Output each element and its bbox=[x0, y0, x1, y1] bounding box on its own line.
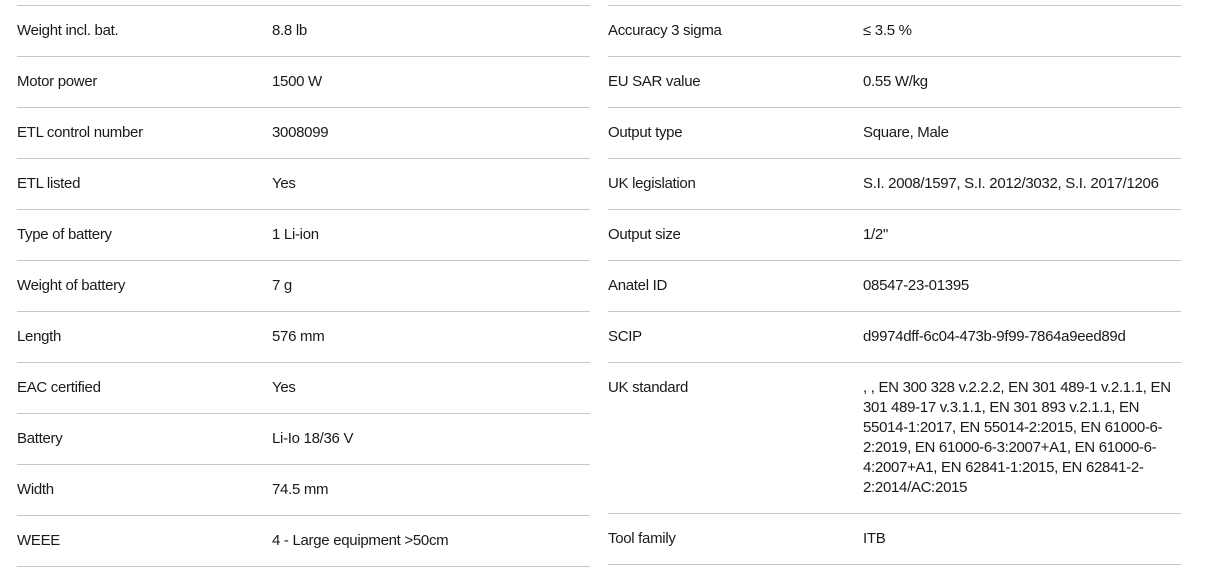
spec-row: Accuracy 3 sigma ≤ 3.5 % bbox=[608, 6, 1181, 57]
spec-label: ETL control number bbox=[17, 124, 143, 141]
spec-row: EU SAR value 0.55 W/kg bbox=[608, 57, 1181, 108]
spec-value: ITB bbox=[863, 530, 886, 547]
spec-label: Anatel ID bbox=[608, 277, 667, 294]
spec-value: 0.55 W/kg bbox=[863, 73, 928, 90]
spec-row: Motor power 1500 W bbox=[17, 57, 590, 108]
spec-row: ETL control number 3008099 bbox=[17, 108, 590, 159]
spec-row: Output size 1/2" bbox=[608, 210, 1181, 261]
spec-row: Width 74.5 mm bbox=[17, 465, 590, 516]
spec-value: 8.8 lb bbox=[272, 22, 307, 39]
spec-row: Output type Square, Male bbox=[608, 108, 1181, 159]
spec-row: Weight of battery 7 g bbox=[17, 261, 590, 312]
spec-value: Li-Io 18/36 V bbox=[272, 430, 354, 447]
spec-label: Accuracy 3 sigma bbox=[608, 22, 722, 39]
spec-value: S.I. 2008/1597, S.I. 2012/3032, S.I. 201… bbox=[863, 175, 1159, 192]
spec-value: 1/2" bbox=[863, 226, 888, 243]
spec-label: EU SAR value bbox=[608, 73, 701, 90]
spec-label: UK legislation bbox=[608, 175, 696, 192]
spec-label: Battery bbox=[17, 430, 63, 447]
spec-value: , , EN 300 328 v.2.2.2, EN 301 489-1 v.2… bbox=[863, 379, 1171, 496]
spec-row: UK legislation S.I. 2008/1597, S.I. 2012/… bbox=[608, 159, 1181, 210]
spec-row: Battery Li-Io 18/36 V bbox=[17, 414, 590, 465]
spec-label: ETL listed bbox=[17, 175, 81, 192]
spec-value: 08547-23-01395 bbox=[863, 277, 969, 294]
spec-row: Tool family ITB bbox=[608, 514, 1181, 565]
spec-value: ≤ 3.5 % bbox=[863, 22, 912, 39]
spec-row: ETL listed Yes bbox=[17, 159, 590, 210]
spec-label: Length bbox=[17, 328, 62, 345]
spec-column-left: Weight incl. bat. 8.8 lb Motor power 1500 W… bbox=[17, 5, 590, 567]
spec-value: 1 Li-ion bbox=[272, 226, 319, 243]
spec-column-right: Accuracy 3 sigma ≤ 3.5 % EU SAR value 0.55 … bbox=[608, 5, 1181, 565]
spec-row: UK standard , , EN 300 328 v.2.2.2, EN 30… bbox=[608, 363, 1181, 514]
spec-row: SCIP d9974dff-6c04-473b-9f99-7864a9eed89d bbox=[608, 312, 1181, 363]
spec-row: EAC certified Yes bbox=[17, 363, 590, 414]
spec-label: Motor power bbox=[17, 73, 98, 90]
spec-value: Square, Male bbox=[863, 124, 949, 141]
spec-row: WEEE 4 - Large equipment >50cm bbox=[17, 516, 590, 567]
spec-label: Width bbox=[17, 481, 54, 498]
spec-label: Output size bbox=[608, 226, 681, 243]
spec-value: 74.5 mm bbox=[272, 481, 329, 498]
spec-label: Weight of battery bbox=[17, 277, 126, 294]
spec-label: Output type bbox=[608, 124, 683, 141]
spec-label: Weight incl. bat. bbox=[17, 22, 119, 39]
spec-value: Yes bbox=[272, 379, 296, 396]
spec-row: Anatel ID 08547-23-01395 bbox=[608, 261, 1181, 312]
spec-row: Type of battery 1 Li-ion bbox=[17, 210, 590, 261]
spec-value: Yes bbox=[272, 175, 296, 192]
spec-label: Type of battery bbox=[17, 226, 112, 243]
spec-row: Length 576 mm bbox=[17, 312, 590, 363]
spec-value: 576 mm bbox=[272, 328, 325, 345]
spec-value: 4 - Large equipment >50cm bbox=[272, 532, 449, 549]
spec-label: WEEE bbox=[17, 532, 60, 549]
spec-label: UK standard bbox=[608, 379, 689, 396]
spec-value: 7 g bbox=[272, 277, 292, 294]
spec-value: d9974dff-6c04-473b-9f99-7864a9eed89d bbox=[863, 328, 1126, 345]
spec-value: 3008099 bbox=[272, 124, 329, 141]
spec-label: Tool family bbox=[608, 530, 676, 547]
spec-label: EAC certified bbox=[17, 379, 101, 396]
spec-row: Weight incl. bat. 8.8 lb bbox=[17, 6, 590, 57]
spec-value: 1500 W bbox=[272, 73, 322, 90]
spec-label: SCIP bbox=[608, 328, 642, 345]
